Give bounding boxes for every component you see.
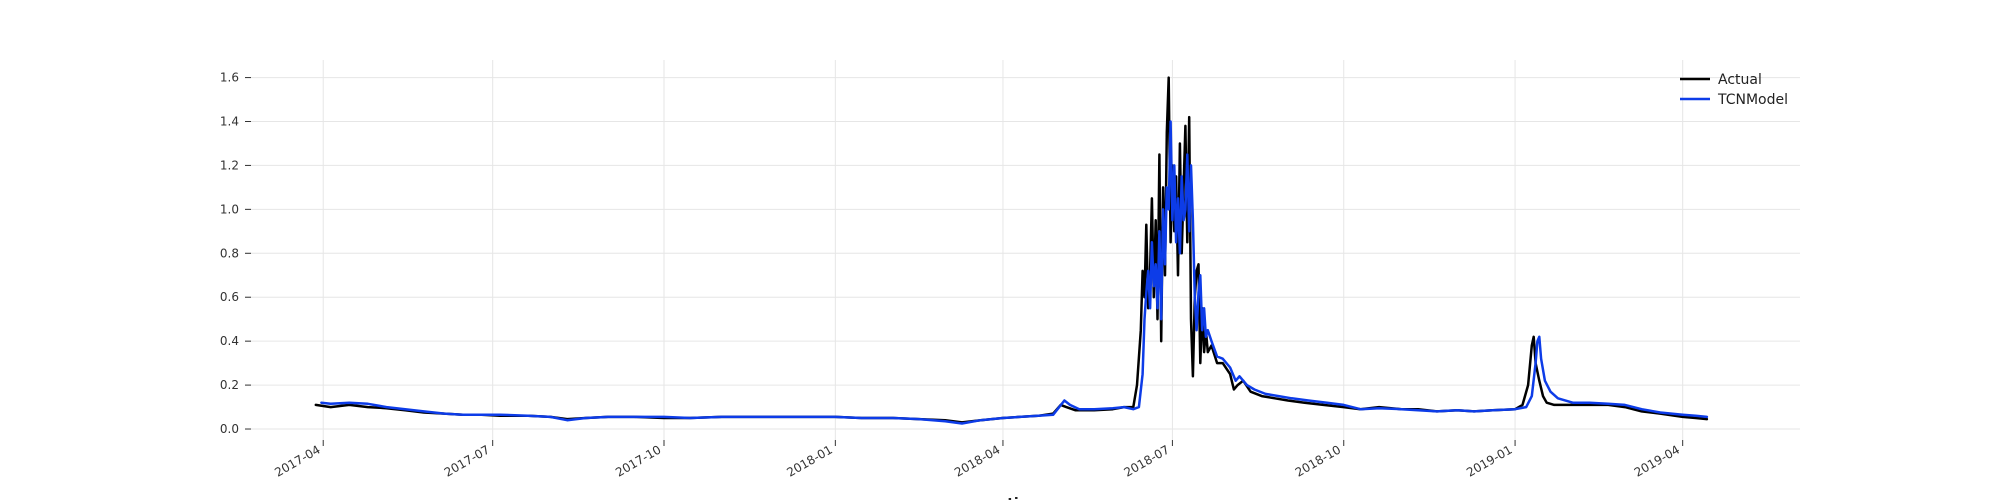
x-tick-label: 2018-01 [784,442,834,479]
legend-label-actual: Actual [1718,72,1762,88]
y-tick-label: 1.6 [220,71,239,85]
legend: Actual TCNModel [1680,72,1788,108]
y-tick-label: 0.4 [220,334,239,348]
grid-lines [245,60,1800,440]
y-tick-label: 0.8 [220,246,239,260]
y-tick-label: 0.0 [220,422,239,436]
y-axis: 0.0 0.2 0.4 0.6 0.8 1.0 1.2 1.4 1.6 [220,71,251,436]
x-tick-label: 2017-10 [613,442,663,479]
y-tick-label: 0.2 [220,378,239,392]
legend-label-tcnmodel: TCNModel [1717,92,1788,108]
x-tick-label: 2017-04 [272,442,322,479]
plot-area [245,60,1800,440]
series-line-tcnmodel [320,120,1709,425]
y-tick-label: 1.0 [220,202,239,216]
y-tick-label: 0.6 [220,290,239,304]
x-tick-label: 2017-07 [442,442,492,479]
series-lines [314,76,1709,425]
x-tick-label: 2018-04 [952,442,1002,479]
x-axis-title: time [1007,496,1043,500]
x-tick-label: 2019-04 [1632,442,1682,479]
x-axis: 2017-04 2017-07 2017-10 2018-01 2018-04 2018-… [272,440,1684,480]
y-tick-label: 1.4 [220,115,239,129]
x-tick-label: 2018-07 [1121,442,1171,479]
x-tick-label: 2019-01 [1464,442,1514,479]
x-tick-label: 2018-10 [1293,442,1343,479]
y-tick-label: 1.2 [220,158,239,172]
